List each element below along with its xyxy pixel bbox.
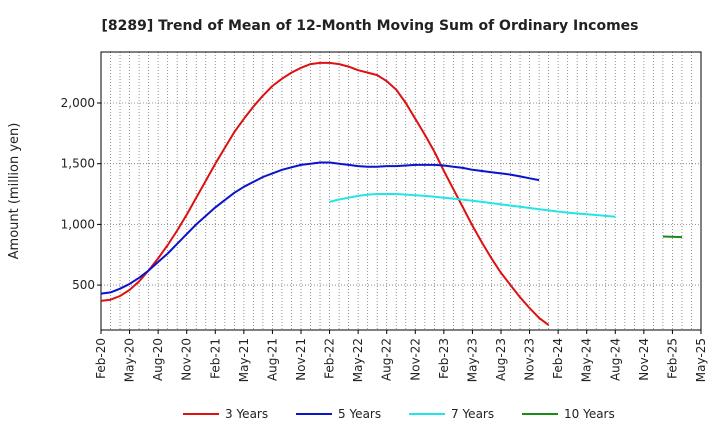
- x-tick-label: Feb-23: [437, 338, 451, 379]
- x-tick-label: Feb-22: [323, 338, 337, 379]
- y-tick-label: 500: [72, 278, 95, 292]
- x-tick-label: Aug-21: [265, 338, 279, 381]
- x-tick-label: May-23: [465, 338, 479, 382]
- x-tick-label: May-21: [237, 338, 251, 382]
- legend-label: 5 Years: [338, 407, 381, 421]
- x-tick-label: Aug-23: [494, 338, 508, 381]
- legend-label: 3 Years: [225, 407, 268, 421]
- legend-label: 7 Years: [451, 407, 494, 421]
- y-tick-label: 1,500: [61, 157, 95, 171]
- x-tick-label: May-20: [123, 338, 137, 382]
- x-tick-label: May-22: [351, 338, 365, 382]
- x-tick-label: Aug-20: [151, 338, 165, 381]
- y-axis-title: Amount (million yen): [7, 123, 22, 260]
- x-tick-label: Aug-22: [380, 338, 394, 381]
- x-tick-label: Feb-25: [665, 338, 679, 379]
- x-tick-label: Nov-22: [408, 338, 422, 381]
- x-tick-label: May-24: [580, 338, 594, 382]
- x-tick-label: Feb-24: [551, 338, 565, 379]
- x-tick-label: May-25: [694, 338, 708, 382]
- series-line-5-years: [100, 161, 540, 295]
- legend: 3 Years 5 Years 7 Years 10 Years: [183, 407, 615, 421]
- y-tick-label: 1,000: [61, 217, 95, 231]
- x-tick-label: Nov-24: [637, 338, 651, 381]
- y-axis-ticks: 500 1,000 1,500 2,000: [61, 96, 101, 292]
- x-tick-label: Aug-24: [608, 338, 622, 381]
- x-tick-label: Nov-20: [180, 338, 194, 381]
- x-tick-label: Feb-20: [94, 338, 108, 379]
- series-line-7-years: [329, 193, 616, 218]
- y-tick-label: 2,000: [61, 96, 95, 110]
- series-line-3-years: [100, 61, 550, 326]
- chart-title: [8289] Trend of Mean of 12-Month Moving …: [101, 18, 638, 34]
- x-tick-label: Nov-21: [294, 338, 308, 381]
- x-tick-label: Nov-23: [523, 338, 537, 381]
- x-axis-ticks: Feb-20 May-20 Aug-20 Nov-20 Feb-21 May-21 Aug-…: [94, 330, 708, 382]
- grid: [101, 52, 701, 330]
- series-lines: [100, 61, 683, 326]
- series-line-10-years: [662, 235, 683, 239]
- plot-frame: [100, 51, 702, 331]
- legend-label: 10 Years: [564, 407, 615, 421]
- x-tick-label: Feb-21: [208, 338, 222, 379]
